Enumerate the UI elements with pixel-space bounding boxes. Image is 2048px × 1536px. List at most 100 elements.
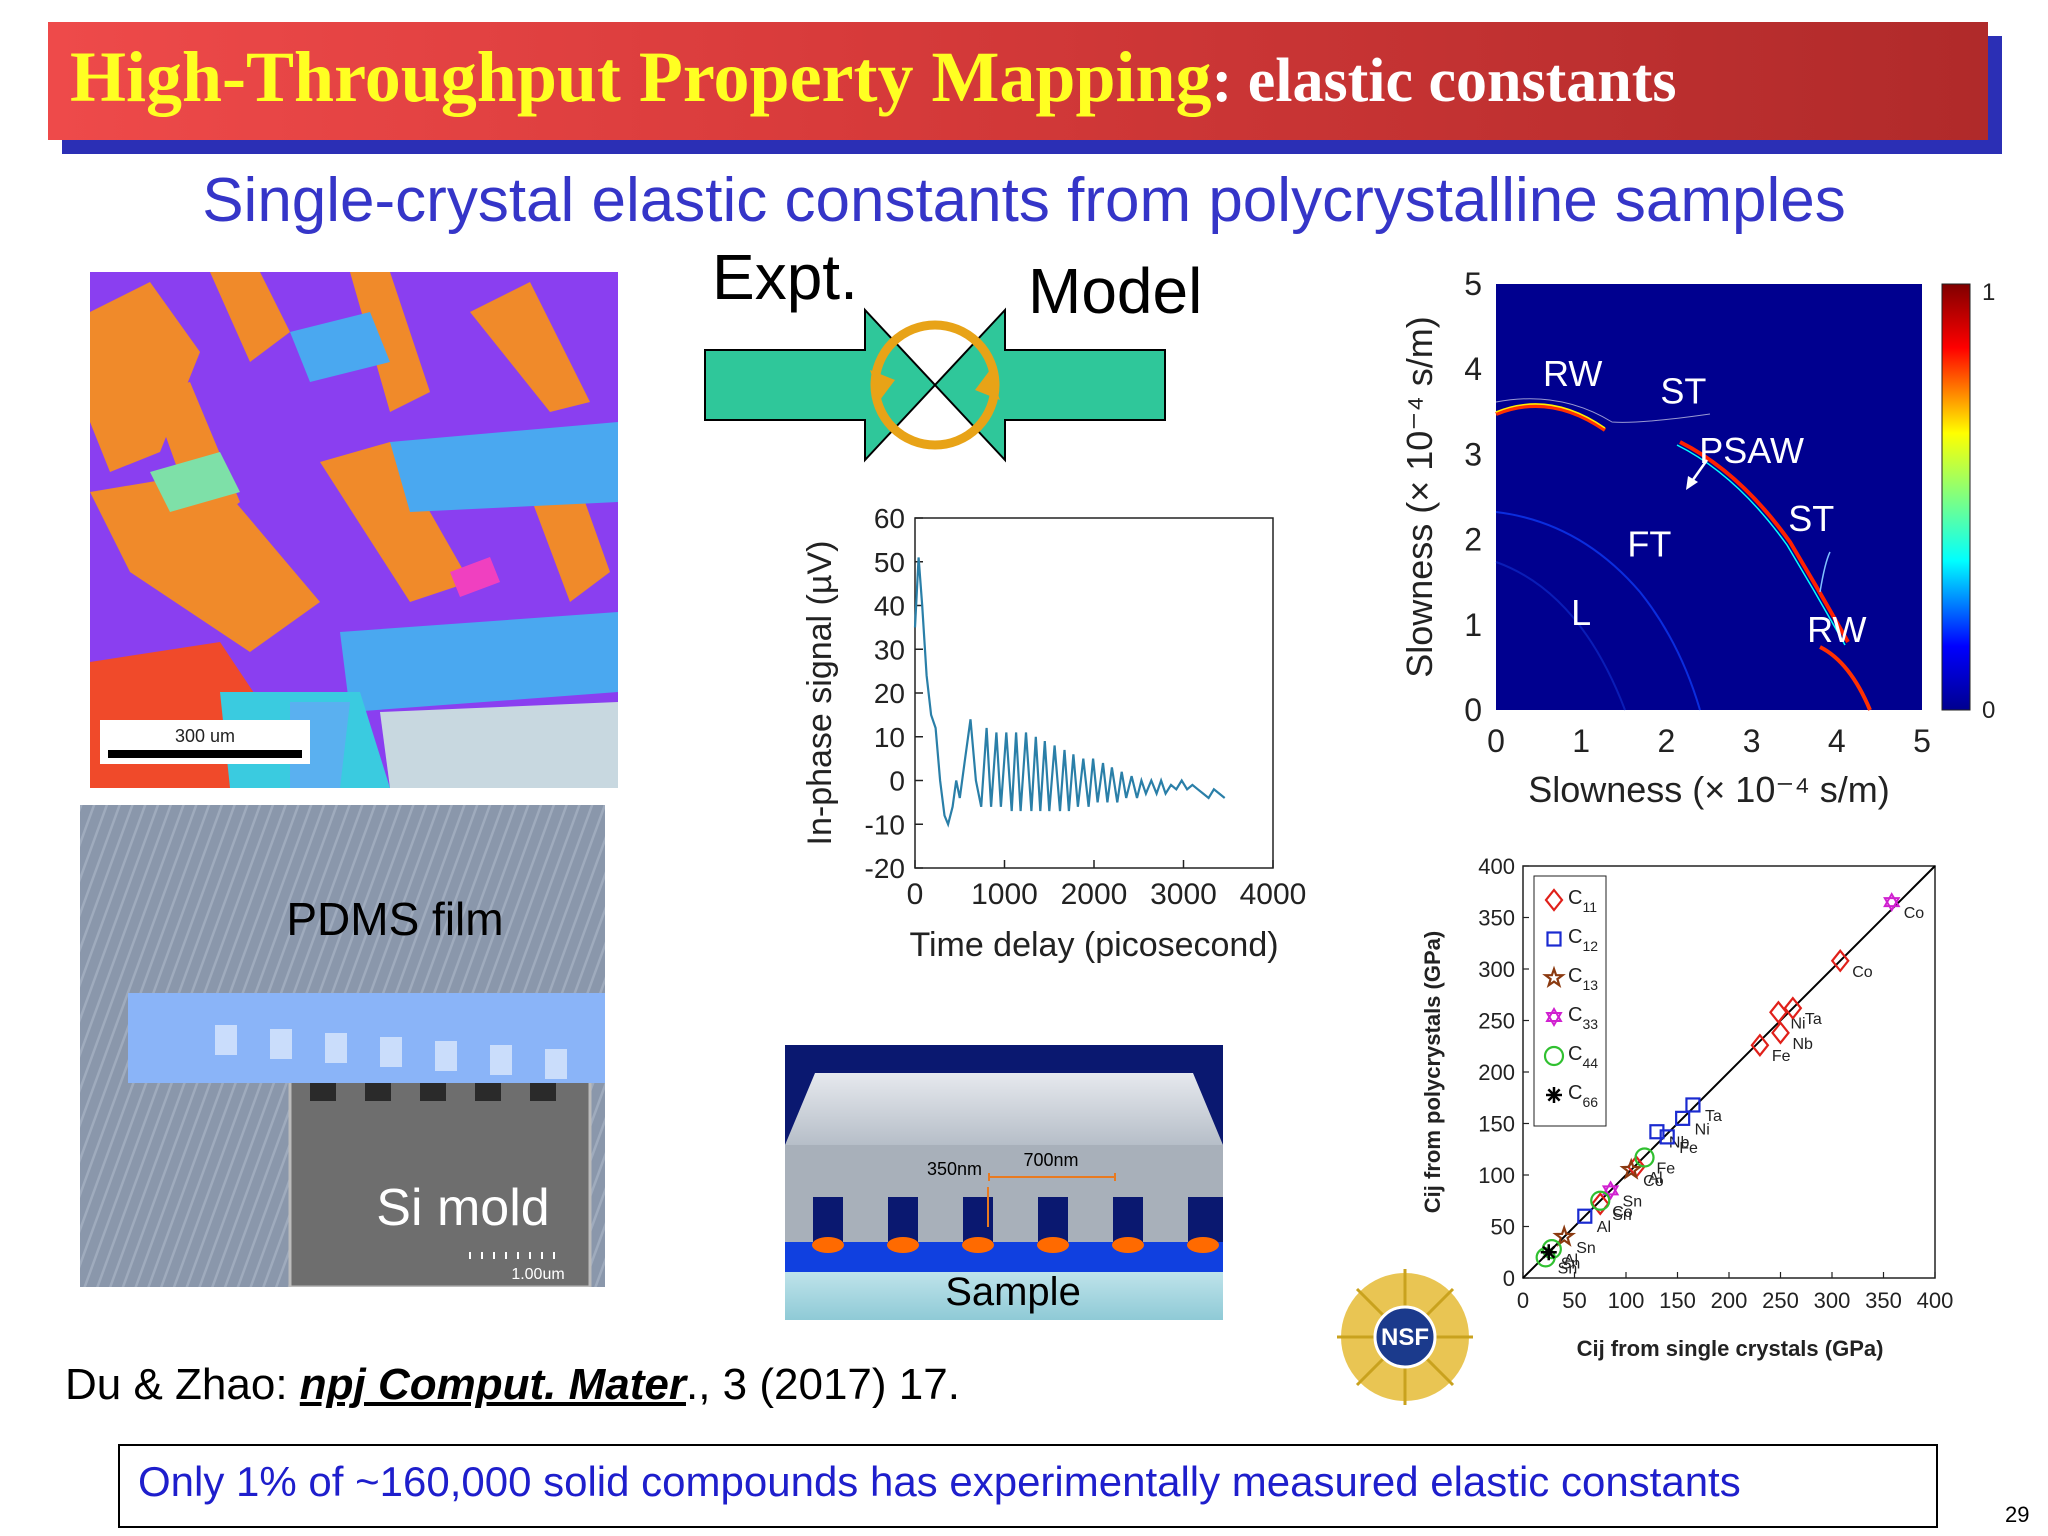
heatmap-annotation: RW — [1543, 353, 1602, 394]
cij-point-c33 — [1601, 1180, 1620, 1201]
cij-point-c11 — [1769, 1000, 1788, 1025]
citation-rest: ., 3 (2017) 17. — [685, 1360, 960, 1409]
cij-point-label: Fe — [1679, 1140, 1698, 1157]
signal-y-tick-label: 40 — [874, 591, 905, 622]
sem-scale-label: 1.00um — [511, 1266, 564, 1283]
heatmap-y-tick-label: 0 — [1464, 692, 1482, 728]
signal-x-tick-label: 4000 — [1240, 878, 1307, 911]
cij-point-label: Ni — [1790, 1015, 1805, 1032]
cij-point-label: Sn — [1561, 1255, 1581, 1272]
cij-point-label: Nb — [1793, 1036, 1814, 1053]
cij-point-label: Al — [1564, 1252, 1578, 1269]
signal-series-line — [913, 557, 1226, 828]
cij-point-c13 — [1619, 1157, 1643, 1180]
slide-title: High-Throughput Property Mapping: elasti… — [70, 36, 1677, 119]
acoustic-field-layer — [785, 1242, 1223, 1272]
expt-label: Expt. — [712, 241, 858, 313]
cij-point-c12 — [1659, 1129, 1675, 1145]
cij-point-c11 — [1783, 996, 1803, 1020]
pdms-grating-top — [785, 1073, 1223, 1145]
cij-y-tick-label: 300 — [1478, 957, 1515, 982]
cij-point-label: Fe — [1772, 1048, 1791, 1065]
cij-x-tick-label: 200 — [1711, 1288, 1748, 1313]
expt-arrow — [704, 307, 937, 463]
heatmap-annotation: RW — [1807, 609, 1866, 650]
cij-y-tick-label: 150 — [1478, 1112, 1515, 1137]
pdms-film-label: PDMS film — [286, 893, 503, 945]
cij-point-label: Ni — [1695, 1121, 1710, 1138]
journal-link[interactable]: npj Comput. Mater — [299, 1360, 686, 1409]
signal-x-tick-label: 1000 — [971, 878, 1038, 911]
signal-y-tick-label: 10 — [874, 722, 905, 753]
heatmap-x-tick-label: 2 — [1658, 723, 1676, 759]
legend-marker-c33 — [1545, 1006, 1563, 1028]
signal-plot-area — [914, 517, 1274, 869]
cij-point-c44 — [1634, 1147, 1655, 1168]
cij-point-label: Sn — [1576, 1240, 1596, 1257]
scale-bar — [108, 750, 302, 758]
note-box — [118, 1444, 1938, 1528]
cij-y-tick-label: 50 — [1491, 1215, 1515, 1240]
title-main: High-Throughput Property Mapping — [70, 37, 1212, 117]
heatmap-annotation: FT — [1627, 524, 1671, 565]
cij-comparison-chart: 0 50 100 150 200 250 300 350 400 0 50 100 150 200 250 3… — [1420, 854, 1954, 1361]
cij-point-c12 — [1685, 1097, 1701, 1113]
signal-y-tick-label: -20 — [865, 853, 905, 884]
pdms-film-slab — [128, 993, 605, 1083]
cij-y-tick-label: 400 — [1478, 854, 1515, 879]
cij-y-tick-label: 250 — [1478, 1009, 1515, 1034]
heatmap-x-tick-label: 5 — [1913, 723, 1931, 759]
cij-x-tick-label: 0 — [1517, 1288, 1529, 1313]
cij-point-c33 — [1883, 892, 1901, 913]
cij-y-tick-label: 200 — [1478, 1060, 1515, 1085]
heatmap-y-axis-label: Slowness (× 10⁻⁴ s/m) — [1399, 316, 1440, 678]
cij-point-c12 — [1577, 1208, 1593, 1224]
heatmap-x-tick-label: 3 — [1743, 723, 1761, 759]
ebsd-grain-map: 300 um — [90, 272, 618, 788]
cij-point-label: Ta — [1805, 1011, 1822, 1028]
signal-x-tick-label: 2000 — [1061, 878, 1128, 911]
model-arrow — [933, 307, 1166, 463]
heatmap-y-tick-label: 5 — [1464, 266, 1482, 302]
signal-x-axis-label: Time delay (picosecond) — [909, 926, 1278, 964]
legend-marker-c11 — [1544, 888, 1564, 912]
cij-point-label: Sn — [1623, 1193, 1643, 1210]
cij-point-c12 — [1675, 1110, 1691, 1126]
cij-x-tick-label: 50 — [1562, 1288, 1586, 1313]
heatmap-y-tick-label: 2 — [1464, 522, 1482, 558]
heatmap-y-tick-label: 3 — [1464, 436, 1482, 472]
cij-point-c44 — [1590, 1190, 1611, 1211]
colorbar-min-label: 0 — [1982, 697, 1995, 724]
cij-point-c11 — [1590, 1192, 1610, 1216]
heatmap-y-tick-label: 1 — [1464, 607, 1482, 643]
cij-y-tick-label: 0 — [1503, 1266, 1515, 1291]
cij-x-tick-label: 400 — [1917, 1288, 1954, 1313]
signal-y-tick-label: 60 — [874, 503, 905, 534]
note-text: Only 1% of ~160,000 solid compounds has … — [138, 1458, 1741, 1505]
page-number: 29 — [2005, 1502, 2030, 1527]
signal-y-tick-label: -10 — [865, 809, 905, 840]
cij-point-label: Fe — [1657, 1160, 1676, 1177]
signal-y-tick-label: 30 — [874, 634, 905, 665]
cij-x-tick-label: 300 — [1814, 1288, 1851, 1313]
heatmap-annotation: ST — [1660, 370, 1706, 411]
slide-subtitle: Single-crystal elastic constants from po… — [202, 166, 1846, 235]
colorbar — [1941, 283, 1971, 711]
colorbar-max-label: 1 — [1982, 279, 1995, 306]
cij-point-c11 — [1771, 1021, 1790, 1045]
sample-grating-figure: 700nm 350nm Sample — [785, 1045, 1223, 1320]
signal-x-tick-label: 3000 — [1150, 878, 1217, 911]
cij-y-axis-label: Cij from polycrystals (GPa) — [1420, 931, 1445, 1213]
heatmap-plot-area — [1496, 284, 1922, 710]
heatmap-annotation: PSAW — [1699, 430, 1804, 471]
model-label: Model — [1028, 255, 1203, 327]
heatmap-y-tick-label: 4 — [1464, 351, 1482, 387]
legend-marker-c12 — [1546, 931, 1562, 947]
cij-point-label: Sn — [1558, 1260, 1578, 1277]
cij-y-tick-label: 100 — [1478, 1163, 1515, 1188]
heatmap-annotation: ST — [1788, 498, 1834, 539]
cij-point-c11 — [1830, 948, 1850, 973]
cij-x-axis-label: Cij from single crystals (GPa) — [1577, 1336, 1884, 1361]
signal-y-tick-label: 0 — [889, 766, 905, 797]
sample-substrate — [785, 1272, 1223, 1320]
